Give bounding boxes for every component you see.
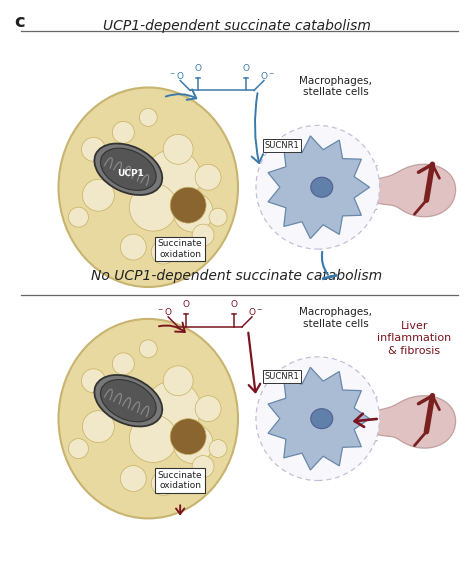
Circle shape: [151, 472, 175, 496]
Polygon shape: [364, 164, 456, 217]
Text: SUCNR1: SUCNR1: [264, 141, 299, 150]
Ellipse shape: [311, 177, 333, 197]
Text: O: O: [195, 64, 201, 73]
Text: Succinate
oxidation: Succinate oxidation: [158, 471, 202, 490]
Circle shape: [129, 414, 177, 463]
Circle shape: [195, 396, 221, 422]
Circle shape: [151, 240, 175, 264]
Text: O: O: [182, 300, 190, 309]
Circle shape: [69, 439, 89, 459]
Text: No UCP1-dependent succinate catabolism: No UCP1-dependent succinate catabolism: [91, 269, 383, 283]
Text: UCP1-dependent succinate catabolism: UCP1-dependent succinate catabolism: [103, 19, 371, 33]
Circle shape: [129, 183, 177, 231]
Polygon shape: [364, 396, 456, 448]
Circle shape: [120, 234, 146, 260]
Ellipse shape: [58, 319, 238, 518]
Circle shape: [139, 340, 157, 358]
Circle shape: [112, 353, 134, 375]
Circle shape: [163, 366, 193, 396]
Text: c: c: [15, 12, 25, 31]
Circle shape: [82, 369, 105, 393]
Circle shape: [112, 121, 134, 143]
Polygon shape: [268, 367, 370, 470]
Circle shape: [145, 381, 201, 437]
Polygon shape: [268, 136, 370, 239]
Circle shape: [173, 192, 213, 232]
Circle shape: [82, 137, 105, 161]
Ellipse shape: [100, 379, 156, 422]
Ellipse shape: [58, 87, 238, 287]
Circle shape: [209, 208, 227, 226]
Circle shape: [82, 179, 114, 211]
Circle shape: [82, 411, 114, 443]
Circle shape: [163, 134, 193, 164]
Circle shape: [192, 455, 214, 477]
Circle shape: [256, 125, 380, 249]
Text: Liver
inflammation
& fibrosis: Liver inflammation & fibrosis: [377, 321, 452, 356]
Circle shape: [145, 149, 201, 205]
Circle shape: [195, 164, 221, 191]
Text: Macrophages,
stellate cells: Macrophages, stellate cells: [299, 307, 372, 329]
Circle shape: [101, 384, 135, 418]
Ellipse shape: [94, 143, 162, 195]
Circle shape: [192, 224, 214, 246]
Text: O$^-$: O$^-$: [260, 70, 275, 81]
Text: $^-$O: $^-$O: [156, 306, 173, 318]
Circle shape: [173, 424, 213, 464]
Circle shape: [170, 418, 206, 455]
Circle shape: [69, 207, 89, 227]
Circle shape: [256, 357, 380, 480]
Circle shape: [101, 153, 135, 186]
Text: O$^-$: O$^-$: [248, 306, 264, 318]
Circle shape: [209, 439, 227, 458]
Ellipse shape: [94, 375, 162, 426]
Circle shape: [170, 187, 206, 223]
Text: UCP1: UCP1: [117, 169, 144, 178]
Text: Macrophages,
stellate cells: Macrophages, stellate cells: [299, 76, 372, 98]
Ellipse shape: [100, 148, 156, 191]
Circle shape: [139, 108, 157, 126]
Circle shape: [120, 466, 146, 492]
Text: $^-$O: $^-$O: [168, 70, 184, 81]
Text: SUCNR1: SUCNR1: [264, 373, 299, 381]
Text: Succinate
oxidation: Succinate oxidation: [158, 239, 202, 259]
Text: O: O: [230, 300, 237, 309]
Text: O: O: [243, 64, 249, 73]
Ellipse shape: [311, 409, 333, 429]
